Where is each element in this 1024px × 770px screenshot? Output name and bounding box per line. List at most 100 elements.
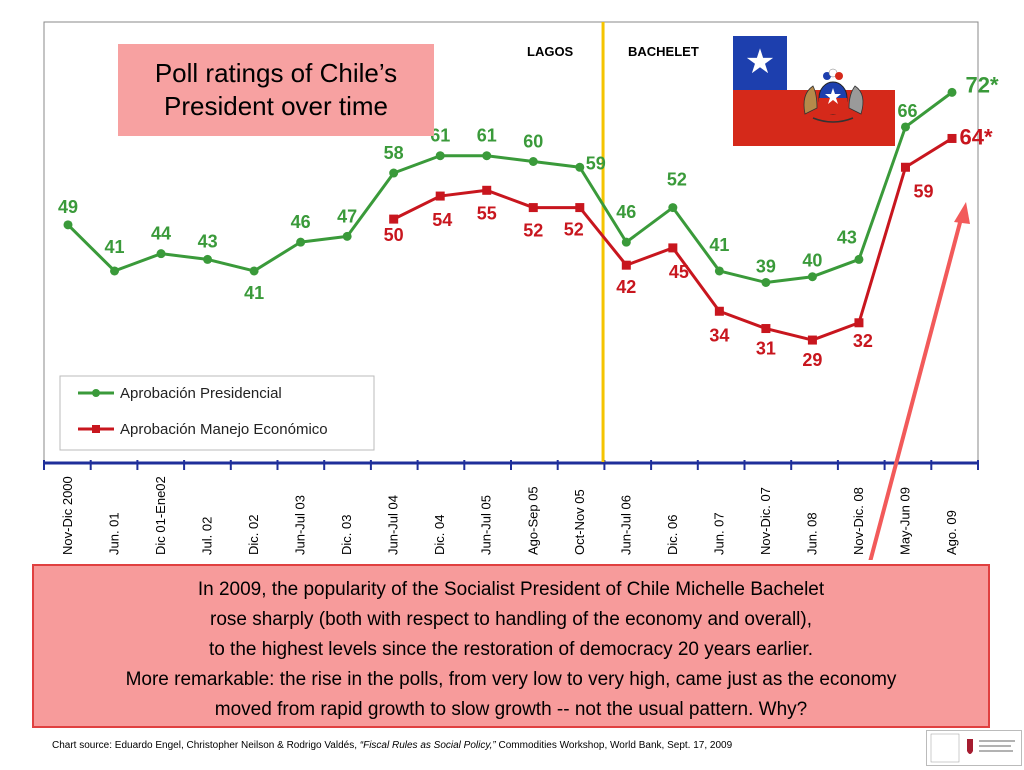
x-tick-label: Jun. 01 [107,512,122,555]
data-label: 41 [105,237,125,257]
data-label: 61 [477,126,497,146]
data-label: 42 [616,277,636,297]
x-tick-label: Nov-Dic. 08 [851,487,866,555]
x-axis: Nov-Dic 2000 Jun. 01 Dic 01-Ene02 Jul. 02 Di… [43,22,979,555]
data-label: 34 [709,325,729,345]
data-point [900,122,910,132]
note-line-2: rose sharply (both with respect to handl… [210,609,812,630]
data-point [482,185,492,195]
data-label: 39 [756,256,776,276]
data-label: 46 [291,212,311,232]
legend-label: Aprobación Manejo Económico [120,421,328,438]
x-tick-label: Dic. 02 [246,515,261,555]
note-line-3: to the highest levels since the restorat… [208,639,814,660]
data-point [668,243,678,253]
source-suffix: Commodities Workshop, World Bank, Sept. … [495,740,733,751]
legend: Aprobación Presidencial Aprobación Manejo… [59,375,375,451]
data-label: 54 [432,210,452,230]
x-tick-label: Ago. 09 [944,510,959,555]
data-point [621,260,631,270]
data-point [110,266,120,276]
data-label: 44 [151,224,171,244]
data-point [156,249,166,259]
data-point [947,133,957,143]
data-label: 41 [709,235,729,255]
x-tick-label: Jun-Jul 04 [386,495,401,555]
data-point [435,191,445,201]
data-labels: 49 41 44 43 41 46 47 58 61 61 60 59 46 52 41 39 40 43 66 72… [58,72,999,560]
x-tick-label: Ago-Sep 05 [525,486,540,555]
series-layer [63,87,957,345]
data-label: 61 [430,126,450,146]
explanation-box: In 2009, the popularity of the Socialist… [32,564,990,728]
data-label: 29 [802,350,822,370]
data-label: 59 [586,153,606,173]
annotation-arrow-line [868,214,964,560]
data-label: 72* [965,72,998,97]
data-label: 46 [616,202,636,222]
source-title: “Fiscal Rules as Social Policy,” [359,740,496,751]
x-tick-label: May-Jun 09 [897,487,912,555]
note-line-1: In 2009, the popularity of the Socialist… [197,579,825,600]
data-point [528,203,538,213]
arrowhead-icon [954,202,970,224]
data-point [296,237,306,247]
data-label: 66 [897,101,917,121]
note-line-5: moved from rapid growth to slow growth -… [214,699,808,720]
data-point [947,87,957,97]
x-tick-label: Jun. 08 [804,512,819,555]
data-point [203,254,213,264]
data-label: 32 [853,331,873,351]
data-label: 60 [523,132,543,152]
data-label: 49 [58,197,78,217]
x-tick-label: Jun-Jul 03 [293,495,308,555]
data-point [668,203,678,213]
legend-marker [92,425,100,433]
data-point [389,168,399,178]
title-line-1: Poll ratings of Chile’s [154,58,398,88]
chile-flag-icon: ★ [733,36,895,146]
chart-source: Chart source: Eduardo Engel, Christopher… [52,740,732,751]
data-point [854,254,864,264]
data-label: 52 [667,170,687,190]
x-tick-label: Jun-Jul 05 [479,495,494,555]
data-point [714,306,724,316]
data-point [435,151,445,161]
data-point [482,151,492,161]
era-label-bachelet: BACHELET [628,44,699,59]
data-label: 64* [959,124,992,149]
x-tick-label: Dic 01-Ene02 [153,476,168,555]
legend-label: Aprobación Presidencial [120,385,282,402]
title-line-2: President over time [164,91,388,121]
data-point [807,272,817,282]
data-point [389,214,399,224]
x-tick-label: Dic. 06 [665,515,680,555]
data-label: 52 [564,220,584,240]
x-tick-label: Jun. 07 [711,512,726,555]
data-label: 58 [384,143,404,163]
note-line-4: More remarkable: the rise in the polls, … [125,669,897,690]
source-prefix: Chart source: Eduardo Engel, Christopher… [52,740,360,751]
data-label: 59 [913,181,933,201]
data-label: 41 [244,283,264,303]
data-point [761,324,771,334]
x-tick-label: Oct-Nov 05 [572,489,587,555]
x-tick-label: Nov-Dic. 07 [758,487,773,555]
data-point [854,318,864,328]
x-tick-label: Nov-Dic 2000 [60,476,75,555]
coat-of-arms-icon [803,68,864,123]
data-label: 45 [669,262,689,282]
data-point [621,237,631,247]
data-point [714,266,724,276]
data-label: 47 [337,206,357,226]
data-point [575,203,585,213]
data-point [528,157,538,166]
series-line [66,91,953,284]
data-label: 40 [802,251,822,271]
chart-title: Poll ratings of Chile’s President over t… [118,44,434,136]
data-point [63,220,73,230]
data-label: 52 [523,221,543,241]
data-label: 50 [384,225,404,245]
data-point [249,266,259,276]
data-point [900,162,910,172]
